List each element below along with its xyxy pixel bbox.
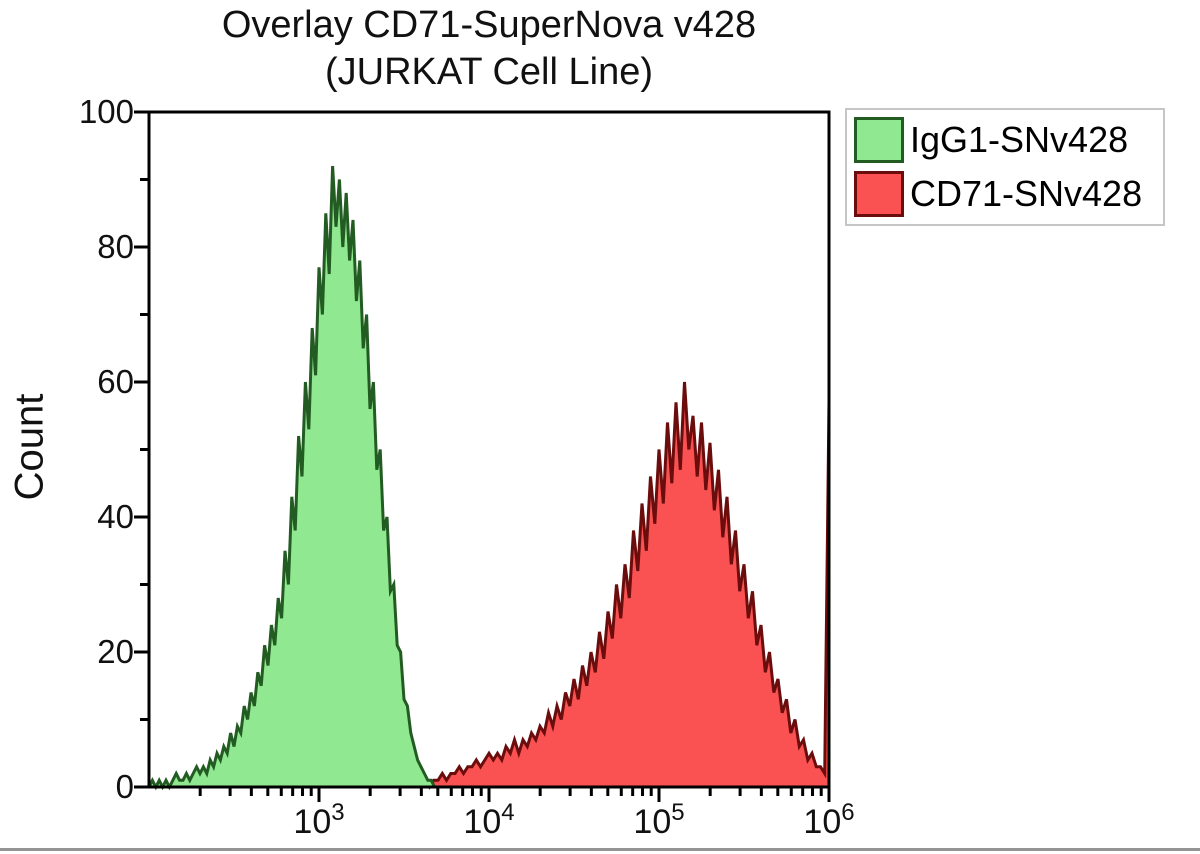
x-tick-label: 104 (463, 799, 515, 841)
y-tick-label: 20 (97, 633, 134, 670)
legend-swatch-green (854, 117, 904, 163)
y-tick-label: 80 (97, 228, 134, 265)
y-tick-label: 60 (97, 363, 134, 400)
legend-item-igg1: IgG1-SNv428 (854, 115, 1156, 165)
y-tick-label: 40 (97, 498, 134, 535)
page-bottom-divider (0, 848, 1200, 851)
plot-frame (147, 110, 831, 789)
x-tick-label: 106 (803, 799, 855, 841)
legend-box: IgG1-SNv428 CD71-SNv428 (845, 108, 1165, 226)
histogram-IgG1-SNv428 (146, 165, 829, 791)
legend-label: IgG1-SNv428 (910, 119, 1129, 160)
x-tick-label: 103 (293, 799, 345, 841)
legend-label: CD71-SNv428 (910, 173, 1143, 214)
chart-title: Overlay CD71-SuperNova v428 (JURKAT Cell… (221, 4, 757, 93)
histogram-CD71-SNv428 (418, 381, 831, 790)
legend-item-cd71: CD71-SNv428 (854, 169, 1156, 219)
x-tick-label: 105 (633, 799, 685, 841)
legend-swatch-red (854, 171, 904, 217)
y-tick-label: 0 (115, 768, 134, 805)
y-tick-label: 100 (78, 93, 134, 130)
y-axis-label: Count (7, 393, 52, 501)
